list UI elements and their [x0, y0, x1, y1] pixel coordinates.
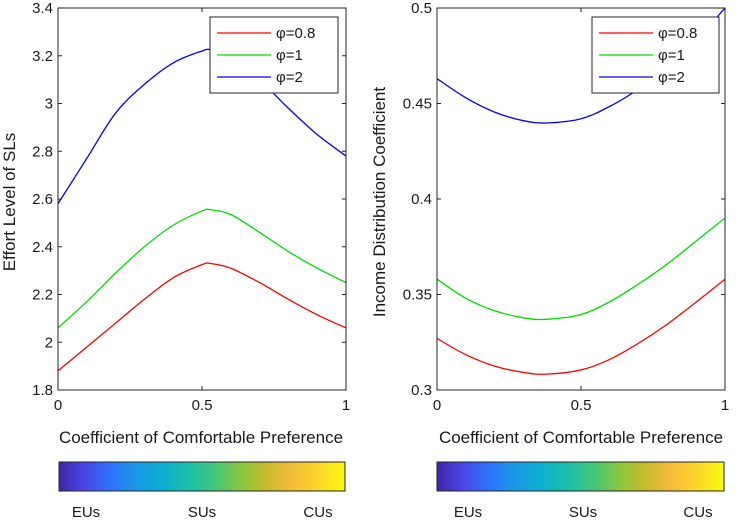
left-chart: 0 0.5 11.822.22.42.62.833.23.4φ=0.8φ=1φ=2 … — [0, 0, 350, 447]
left-y-tick-label: 2.2 — [32, 287, 53, 304]
right-y-tick-label: 0.45 — [403, 96, 432, 113]
left-series-line-3 — [58, 48, 346, 205]
right-plot-area: 0 0.5 1 0.3 0.35 0.4 0.45 0.5 φ=0.8 φ=1 φ=2 — [403, 0, 729, 414]
right-x-axis-label: Coefficient of Comfortable Preference — [439, 428, 723, 447]
left-legend-label: φ=2 — [276, 69, 303, 86]
left-colorbar-label: EUs — [72, 504, 100, 521]
right-legend: φ=0.8 φ=1 φ=2 — [591, 16, 720, 94]
right-series-line-1 — [437, 278, 725, 375]
right-colorbar-label: SUs — [569, 504, 597, 521]
left-series-line-1 — [58, 262, 346, 372]
left-legend: φ=0.8 φ=1 φ=2 — [209, 16, 339, 94]
left-legend-label: φ=1 — [276, 47, 303, 64]
left-y-axis-label: Effort Level of SLs — [0, 133, 19, 272]
right-legend-label: φ=0.8 — [658, 25, 697, 42]
left-plot-area: 0 0.5 1 1.8 2 2.2 2.4 2.6 2.8 3 3.2 3.4 φ=0.8 φ=1 φ=2 — [32, 0, 350, 414]
left-x-tick-label: 0.5 — [192, 397, 213, 414]
left-colorbar-label: SUs — [188, 504, 216, 521]
right-series-line-2 — [437, 217, 725, 321]
left-y-tick-label: 1.8 — [32, 382, 53, 399]
right-colorbar-label: EUs — [454, 504, 482, 521]
left-x-tick-label: 1 — [342, 397, 350, 414]
left-y-tick-label: 2.4 — [32, 239, 53, 256]
right-x-tick-label: 0 — [433, 397, 441, 414]
right-y-tick-label: 0.3 — [411, 382, 432, 399]
right-legend-label: φ=2 — [658, 69, 685, 86]
right-y-tick-label: 0.35 — [403, 287, 432, 304]
left-x-tick-label: 0 — [54, 397, 62, 414]
left-colorbar-strip — [58, 461, 346, 492]
right-colorbar-label: CUs — [683, 504, 712, 521]
right-x-tick-label: 0.5 — [571, 397, 592, 414]
left-y-tick-label: 2 — [45, 334, 53, 351]
left-y-tick-label: 2.8 — [32, 143, 53, 160]
left-x-axis-label: Coefficient of Comfortable Preference — [59, 428, 343, 447]
left-colorbar-label: CUs — [303, 504, 332, 521]
left-y-tick-label: 2.6 — [32, 191, 53, 208]
left-series-line-2 — [58, 208, 346, 329]
left-y-tick-label: 3.4 — [32, 0, 53, 17]
left-legend-label: φ=0.8 — [276, 25, 315, 42]
right-y-tick-label: 0.4 — [411, 191, 432, 208]
right-x-tick-label: 1 — [721, 397, 729, 414]
left-y-tick-label: 3.2 — [32, 48, 53, 65]
right-y-axis-label: Income Distribution Coefficient — [370, 87, 389, 318]
right-colorbar: EUs SUs CUs — [436, 461, 725, 521]
left-y-tick-label: 3 — [45, 96, 53, 113]
right-chart: 0 0.5 1 0.3 0.35 0.4 0.45 0.5 φ=0.8 φ=1 φ=2 Coeffi… — [370, 0, 729, 447]
left-colorbar: EUs SUs CUs — [58, 461, 346, 521]
right-colorbar-strip — [436, 461, 725, 492]
right-legend-label: φ=1 — [658, 47, 685, 64]
right-y-tick-label: 0.5 — [411, 0, 432, 17]
